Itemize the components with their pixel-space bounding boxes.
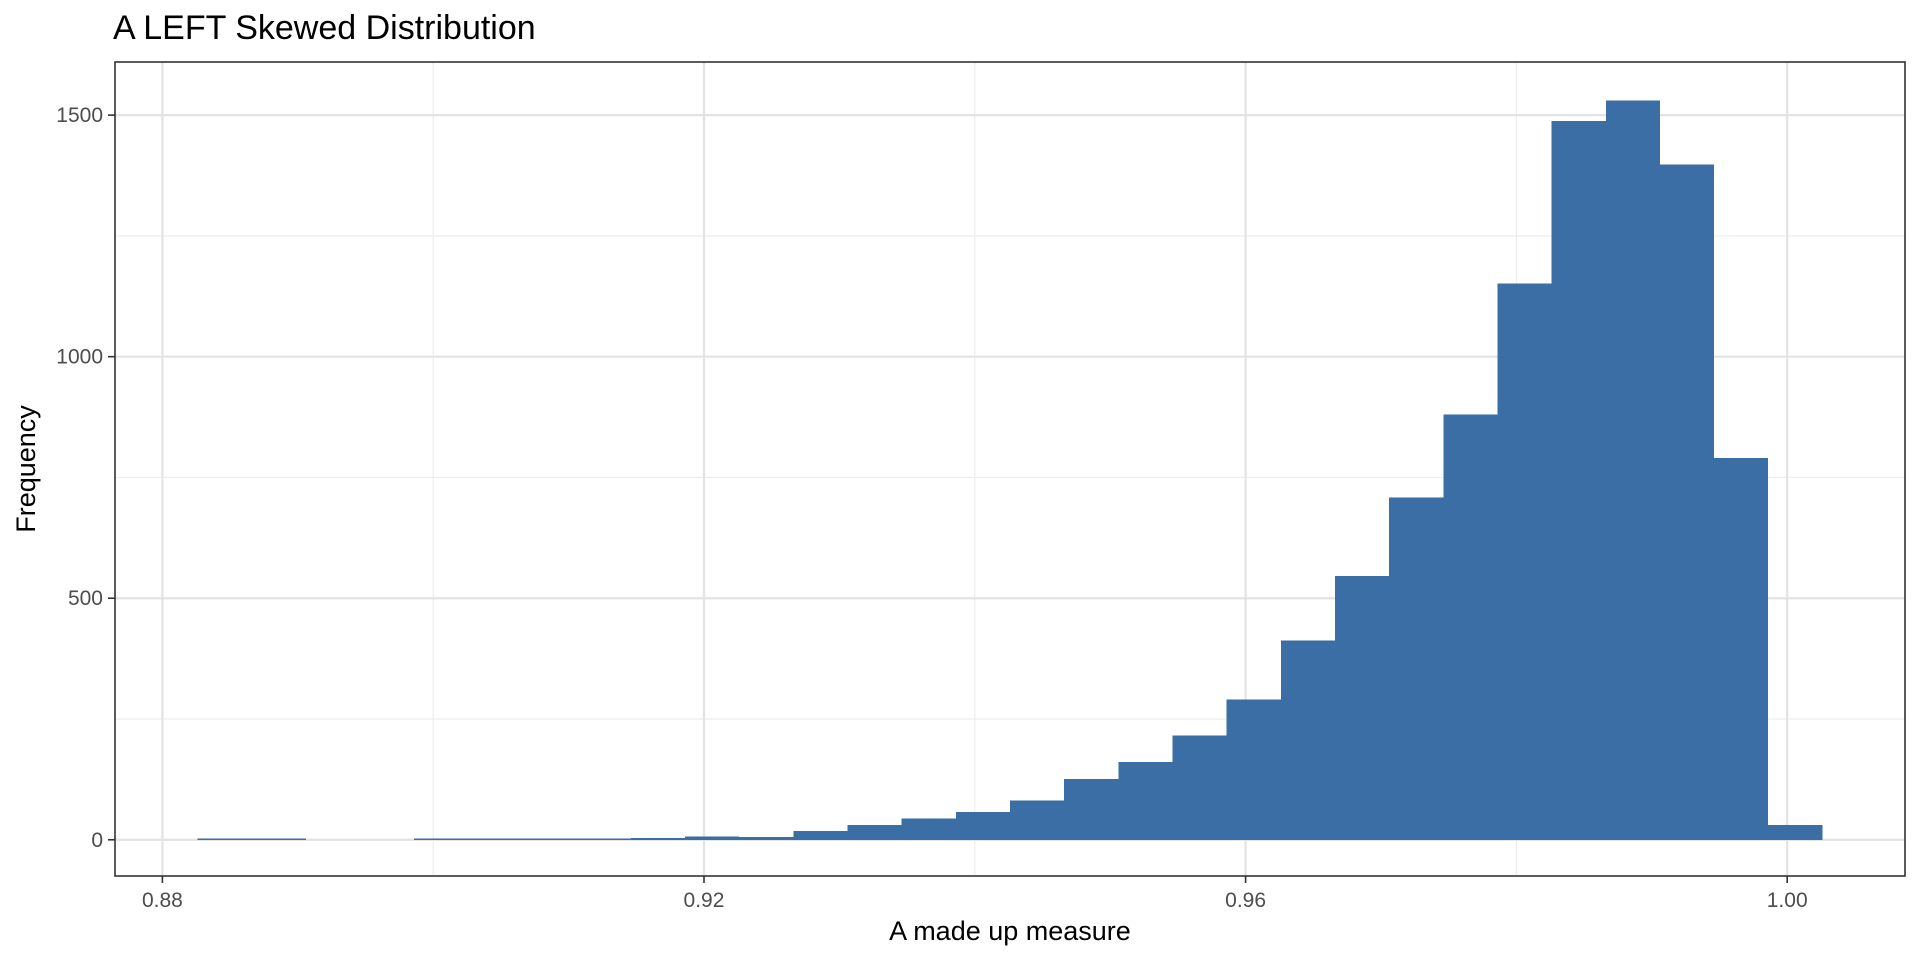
histogram-bar [1118, 761, 1173, 840]
histogram-bar [1172, 735, 1227, 840]
histogram-bar [1064, 778, 1119, 840]
histogram-bar [847, 824, 902, 840]
axes: 0.88 0.92 0.96 1.00 0 500 1000 1500 [56, 104, 1807, 912]
x-tick-label: 1.00 [1767, 889, 1808, 912]
x-axis-title: A made up measure [889, 916, 1131, 946]
histogram-bar [1659, 164, 1715, 840]
y-tick-label: 1500 [56, 104, 103, 127]
histogram-bar [197, 838, 252, 840]
plot-panel-border [114, 61, 1906, 877]
histogram-bar [414, 838, 469, 840]
histogram-bar [901, 818, 956, 840]
x-tick-label: 0.88 [142, 889, 183, 912]
histogram-bar [955, 812, 1010, 840]
histogram-bar [468, 838, 523, 840]
histogram-bar [685, 836, 740, 840]
histogram-bar [1714, 458, 1769, 840]
histogram-bar [1443, 414, 1498, 840]
x-tick-label: 0.92 [684, 889, 725, 912]
histogram-bar [1605, 100, 1660, 840]
histogram-bar [1551, 120, 1606, 840]
histogram-bar [1497, 283, 1552, 840]
y-tick-label: 1000 [56, 346, 103, 369]
histogram-bar [1010, 800, 1065, 840]
chart-title: A LEFT Skewed Distribution [113, 9, 536, 47]
histogram-bar [251, 838, 306, 840]
histogram-bar [1226, 699, 1281, 840]
histogram-bar [793, 831, 848, 840]
y-axis-title: Frequency [11, 405, 41, 533]
histogram-bar [1768, 824, 1823, 840]
histogram-bar [576, 838, 631, 840]
histogram-bars [197, 100, 1823, 840]
y-tick-label: 0 [91, 829, 103, 852]
histogram-bar [1280, 640, 1335, 840]
histogram-bar [630, 837, 686, 840]
y-tick-label: 500 [68, 587, 103, 610]
histogram-bar [1389, 497, 1444, 840]
histogram-bar [739, 836, 794, 840]
x-tick-label: 0.96 [1225, 889, 1266, 912]
histogram-bar [1334, 576, 1390, 840]
histogram-bar [522, 838, 577, 840]
